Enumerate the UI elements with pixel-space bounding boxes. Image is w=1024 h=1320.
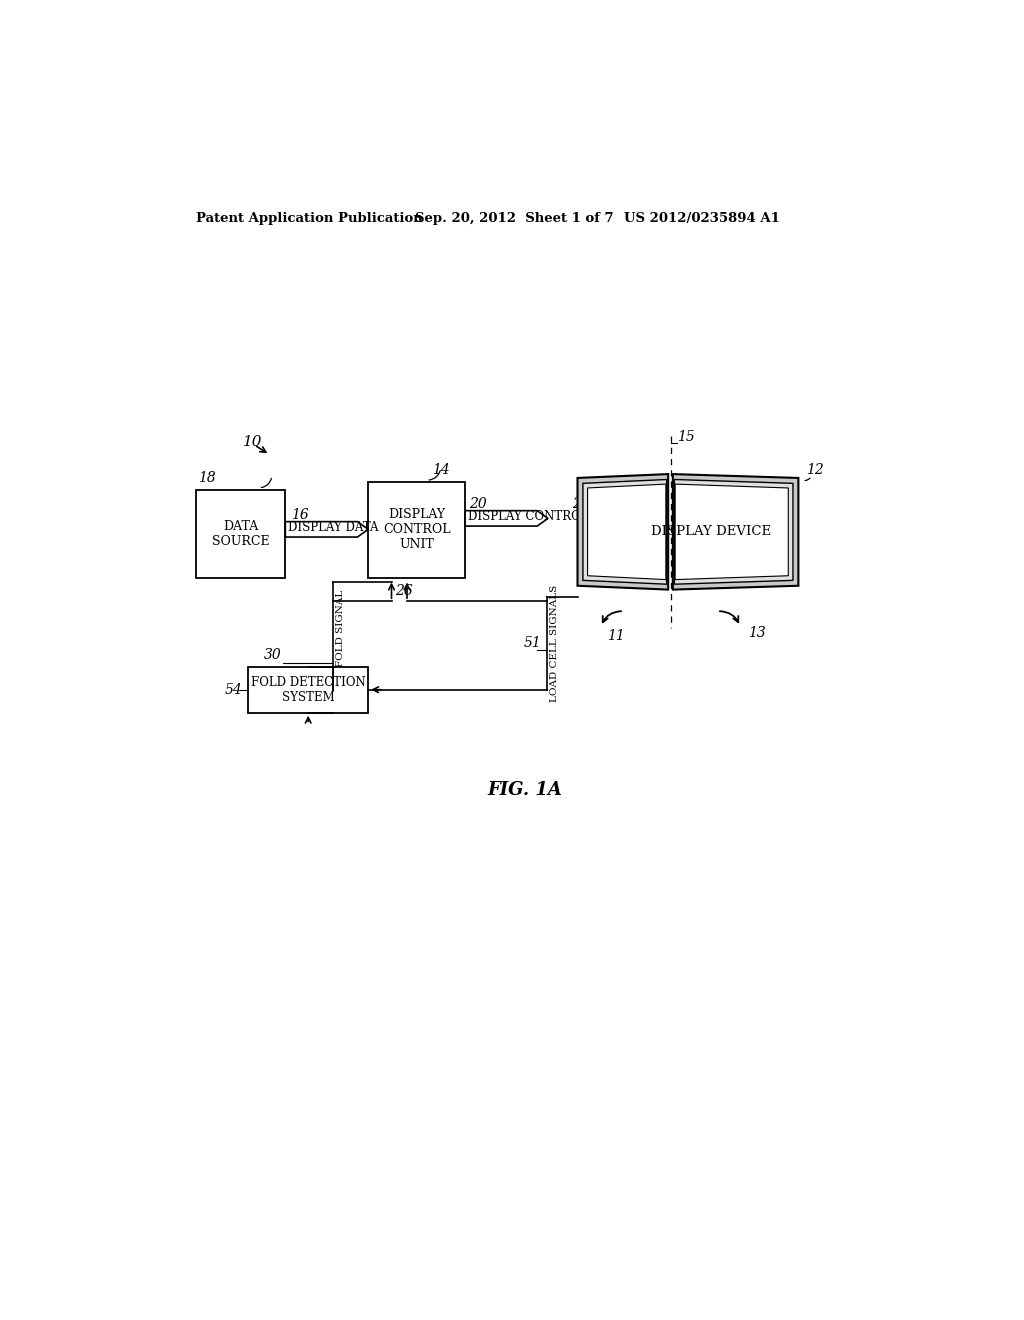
Bar — [369, 482, 465, 578]
Text: DISPLAY DATA: DISPLAY DATA — [289, 521, 379, 533]
Text: DATA
SOURCE: DATA SOURCE — [212, 520, 269, 548]
Text: 17: 17 — [621, 490, 638, 504]
Text: 14: 14 — [432, 463, 450, 477]
Text: 18: 18 — [198, 471, 215, 484]
Text: US 2012/0235894 A1: US 2012/0235894 A1 — [624, 213, 780, 224]
Text: 24: 24 — [572, 496, 590, 511]
Polygon shape — [588, 484, 666, 579]
Polygon shape — [578, 474, 669, 590]
Polygon shape — [673, 474, 799, 590]
Polygon shape — [675, 479, 793, 585]
Bar — [197, 490, 286, 578]
Text: DISPLAY CONTROL: DISPLAY CONTROL — [468, 510, 589, 523]
Text: FOLD SIGNAL: FOLD SIGNAL — [337, 590, 345, 667]
Polygon shape — [465, 511, 548, 527]
Text: 30: 30 — [263, 648, 282, 661]
Polygon shape — [583, 479, 667, 585]
Polygon shape — [675, 484, 788, 579]
Text: 13: 13 — [748, 627, 766, 640]
Text: LOAD CELL SIGNALS: LOAD CELL SIGNALS — [550, 585, 559, 702]
Bar — [248, 667, 369, 713]
Text: 11: 11 — [607, 628, 625, 643]
Text: FOLD DETECTION
SYSTEM: FOLD DETECTION SYSTEM — [251, 676, 366, 704]
Text: 15: 15 — [677, 430, 694, 444]
Text: DISPLAY DEVICE: DISPLAY DEVICE — [651, 525, 771, 539]
Text: Patent Application Publication: Patent Application Publication — [197, 213, 423, 224]
Text: 26: 26 — [394, 583, 413, 598]
Text: 20: 20 — [469, 496, 486, 511]
Text: 51: 51 — [523, 636, 541, 651]
Text: Sep. 20, 2012  Sheet 1 of 7: Sep. 20, 2012 Sheet 1 of 7 — [415, 213, 613, 224]
Polygon shape — [286, 521, 369, 537]
Text: 12: 12 — [806, 463, 824, 477]
Text: 10: 10 — [243, 434, 262, 449]
Text: DISPLAY
CONTROL
UNIT: DISPLAY CONTROL UNIT — [383, 508, 451, 552]
Text: FIG. 1A: FIG. 1A — [487, 781, 562, 799]
Text: 16: 16 — [292, 508, 309, 521]
Text: 54: 54 — [225, 682, 243, 697]
